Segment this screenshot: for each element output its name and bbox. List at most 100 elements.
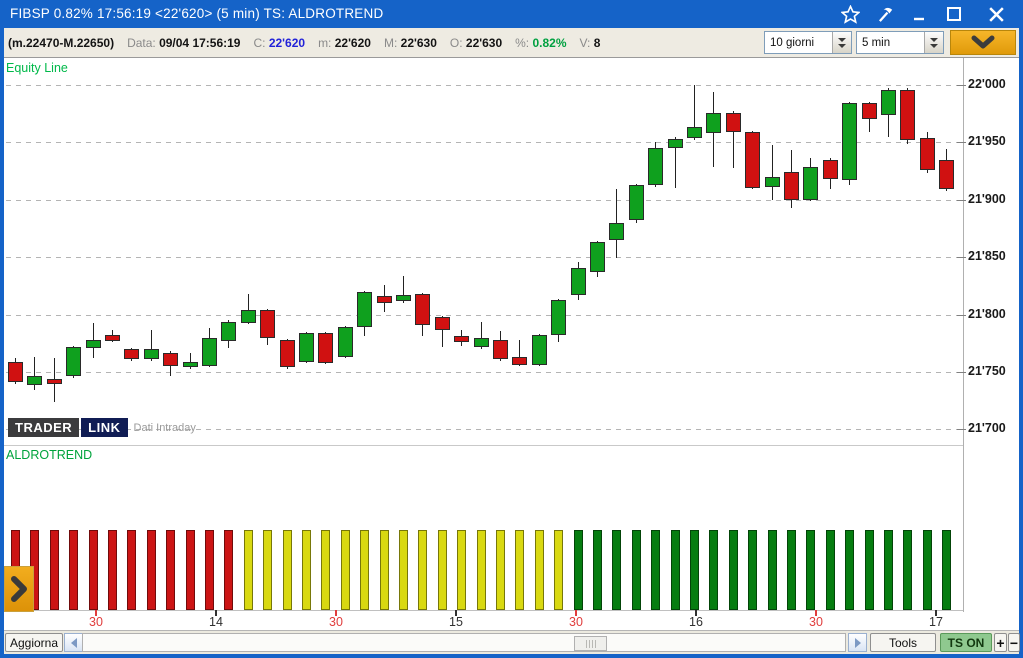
candlestick xyxy=(725,112,741,133)
candlestick-wick xyxy=(732,111,734,168)
candlestick xyxy=(66,346,82,376)
scroll-right-button[interactable] xyxy=(848,633,867,652)
signal-bar xyxy=(515,530,525,610)
candlestick xyxy=(221,321,237,342)
candlestick xyxy=(318,333,334,363)
signal-bar xyxy=(884,530,893,610)
period-spinner-icon[interactable] xyxy=(832,32,851,53)
strategy-name-label: ALDROTREND xyxy=(6,448,93,462)
price-axis-tick xyxy=(957,257,966,259)
interval-select[interactable]: 5 min xyxy=(856,31,944,54)
signal-bar xyxy=(340,530,350,610)
candlestick xyxy=(648,148,664,185)
signal-bar xyxy=(573,530,583,610)
signal-bar xyxy=(690,530,699,610)
candlestick-wick xyxy=(441,315,443,347)
candlestick xyxy=(609,222,625,240)
signal-bar xyxy=(864,530,874,610)
minimize-icon[interactable] xyxy=(908,4,932,24)
signal-bar xyxy=(69,530,79,610)
time-axis-tick xyxy=(95,610,97,616)
signal-bar xyxy=(806,530,816,610)
time-axis-tick xyxy=(215,610,217,616)
period-select-value: 10 giorni xyxy=(770,36,815,49)
signal-bar xyxy=(845,530,855,610)
time-axis-label: 14 xyxy=(209,615,223,629)
time-axis-label: 30 xyxy=(569,615,583,629)
zoom-out-button[interactable]: − xyxy=(1008,633,1020,652)
candlestick xyxy=(454,336,470,343)
close-icon[interactable] xyxy=(984,4,1008,24)
signal-bar xyxy=(437,530,447,610)
price-axis-tick xyxy=(957,85,966,86)
candlestick xyxy=(163,352,179,367)
signal-bar xyxy=(903,530,913,610)
candlestick-wick xyxy=(480,321,482,350)
favorite-star-icon[interactable] xyxy=(838,4,862,24)
signal-bar xyxy=(728,530,738,610)
price-axis-line xyxy=(963,58,964,612)
candlestick xyxy=(357,291,373,328)
time-axis-tick xyxy=(935,610,937,616)
signal-bar xyxy=(243,530,253,610)
tools-button[interactable]: Tools xyxy=(870,633,936,652)
candlestick xyxy=(493,339,508,360)
tools-hammer-icon[interactable] xyxy=(874,4,898,24)
expand-panel-button[interactable] xyxy=(4,566,34,612)
maximize-icon[interactable] xyxy=(942,4,966,24)
interval-select-value: 5 min xyxy=(862,36,891,49)
signal-bar xyxy=(205,530,214,610)
time-axis-tick xyxy=(335,610,337,616)
chevron-down-icon xyxy=(971,35,995,48)
chevron-right-icon xyxy=(11,576,27,602)
price-axis-tick xyxy=(957,199,966,201)
chart-stage: Equity Line TRADER LINK Dati Intraday AL… xyxy=(4,58,1019,630)
candlestick xyxy=(939,159,955,190)
signal-bar xyxy=(282,530,292,610)
time-axis-tick xyxy=(695,610,697,616)
signal-bar xyxy=(476,530,486,610)
traderlink-logo: TRADER LINK Dati Intraday xyxy=(8,418,196,437)
price-axis-label: 21'750 xyxy=(968,364,1006,379)
price-axis-label: 21'700 xyxy=(968,421,1006,436)
interval-spinner-icon[interactable] xyxy=(924,32,943,53)
candlestick xyxy=(105,335,120,342)
trading-system-toggle[interactable]: TS ON xyxy=(940,633,992,652)
collapse-panel-button[interactable] xyxy=(950,30,1016,55)
traderlink-logo-right: LINK xyxy=(81,418,128,437)
signal-bar xyxy=(379,530,389,610)
price-gridline xyxy=(6,142,963,144)
price-axis-tick xyxy=(957,372,966,374)
candlestick xyxy=(182,361,198,368)
candlestick xyxy=(299,333,314,362)
scroll-left-button[interactable] xyxy=(64,633,83,652)
signal-bar xyxy=(146,530,156,610)
candlestick xyxy=(919,137,935,170)
price-gridline xyxy=(6,314,963,316)
price-gridline xyxy=(6,199,963,201)
period-select[interactable]: 10 giorni xyxy=(764,31,852,54)
chart-scrollbar[interactable] xyxy=(82,633,846,652)
price-axis-label: 21'850 xyxy=(968,249,1006,264)
signal-bar xyxy=(767,530,777,610)
scrollbar-thumb[interactable] xyxy=(574,636,607,651)
time-axis-label: 16 xyxy=(689,615,703,629)
title-bar: FIBSP 0.82% 17:56:19 <22'620> (5 min) TS… xyxy=(0,0,1023,28)
candlestick xyxy=(46,378,62,384)
refresh-button[interactable]: Aggiorna xyxy=(5,633,63,652)
signal-bar xyxy=(224,530,234,610)
candlestick-wick xyxy=(771,144,773,200)
candlestick xyxy=(687,127,702,138)
candlestick xyxy=(415,293,431,325)
candlestick xyxy=(260,310,276,338)
signal-bar xyxy=(457,530,467,610)
equity-line-label: Equity Line xyxy=(6,61,68,75)
signal-bar xyxy=(360,530,370,610)
candlestick-wick xyxy=(189,352,191,369)
zoom-in-button[interactable]: + xyxy=(994,633,1007,652)
signal-bar xyxy=(302,530,311,610)
candlestick xyxy=(124,349,140,360)
signal-bar xyxy=(127,530,137,610)
signal-bar xyxy=(108,530,117,610)
